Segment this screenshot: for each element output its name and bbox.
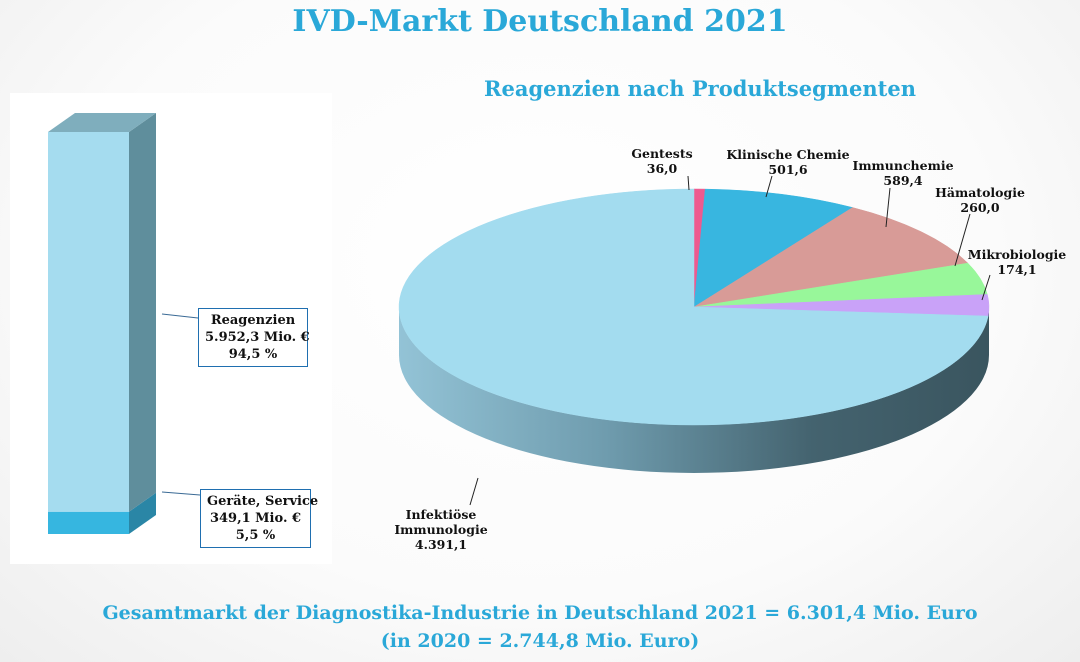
leader-immunchemie bbox=[885, 187, 891, 228]
pie-value-mikrobiologie: 174,1 bbox=[997, 262, 1036, 277]
pie-side-wall bbox=[399, 307, 989, 473]
bar-side-reagenzien bbox=[129, 113, 156, 512]
bar-front-reagenzien bbox=[48, 132, 129, 512]
leader-reagenzien bbox=[161, 313, 199, 319]
total-market-text: Gesamtmarkt der Diagnostika-Industrie in… bbox=[102, 602, 978, 624]
pie-label-gentests: Gentests bbox=[631, 146, 692, 161]
pie-slice-immunchemie bbox=[693, 207, 969, 308]
pie-value-immunchemie: 589,4 bbox=[883, 173, 922, 188]
pie-label-infektiose-immunologie: Infektiöse bbox=[406, 507, 477, 522]
pie-value-klinische-chemie: 501,6 bbox=[768, 162, 807, 177]
callout-reagenzien-value: 5.952,3 Mio. € bbox=[205, 330, 310, 345]
pie-label-infektiose-immunologie: Immunologie bbox=[394, 522, 487, 537]
pie-value-hamatologie: 260,0 bbox=[960, 200, 999, 215]
pie-value-infektiose-immunologie: 4.391,1 bbox=[415, 537, 467, 552]
leader-hamatologie bbox=[954, 213, 971, 267]
leader-gentests bbox=[687, 175, 690, 191]
previous-year-text: (in 2020 = 2.744,8 Mio. Euro) bbox=[380, 630, 700, 652]
bar-front-gerate-service bbox=[48, 511, 129, 534]
main-title: IVD-Markt Deutschland 2021 bbox=[292, 4, 788, 39]
bar-top-face bbox=[48, 113, 156, 132]
leader-klinische-chemie bbox=[765, 175, 773, 198]
callout-reagenzien-name: Reagenzien bbox=[210, 313, 296, 328]
leader-mikrobiologie bbox=[981, 274, 991, 301]
pie-label-immunchemie: Immunchemie bbox=[852, 158, 953, 173]
pie-label-klinische-chemie: Klinische Chemie bbox=[726, 147, 849, 162]
pie-slice-infektiose-immunologie bbox=[398, 188, 989, 426]
pie-label-mikrobiologie: Mikrobiologie bbox=[968, 247, 1067, 262]
pie-chart bbox=[398, 188, 990, 473]
callout-geraete-service: Geräte, Service 349,1 Mio. € 5,5 % bbox=[200, 489, 319, 548]
callout-reagenzien: Reagenzien 5.952,3 Mio. € 94,5 % bbox=[198, 308, 310, 367]
pie-chart-title: Reagenzien nach Produktsegmenten bbox=[484, 76, 916, 101]
leader-geraete bbox=[161, 491, 201, 496]
pie-value-gentests: 36,0 bbox=[647, 161, 678, 176]
pie-slice-klinische-chemie bbox=[693, 188, 854, 308]
callout-reagenzien-percent: 94,5 % bbox=[228, 347, 278, 362]
stacked-bar bbox=[48, 113, 201, 534]
callout-geraete-percent: 5,5 % bbox=[235, 528, 276, 543]
callout-geraete-name: Geräte, Service bbox=[207, 494, 319, 509]
leader-infektiose-immunologie bbox=[469, 477, 479, 506]
callout-geraete-value: 349,1 Mio. € bbox=[209, 511, 302, 526]
pie-label-hamatologie: Hämatologie bbox=[935, 185, 1025, 200]
bar-side-gerate-service bbox=[129, 492, 156, 534]
